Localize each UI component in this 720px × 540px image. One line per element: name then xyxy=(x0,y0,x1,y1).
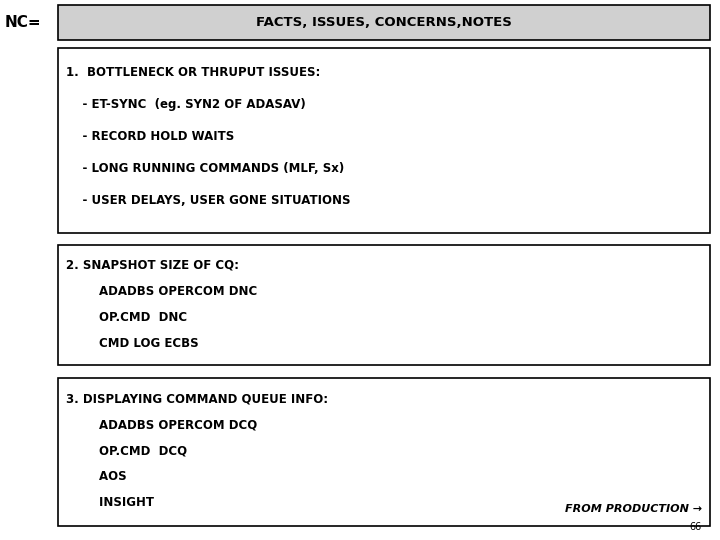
Text: FACTS, ISSUES, CONCERNS,NOTES: FACTS, ISSUES, CONCERNS,NOTES xyxy=(256,16,512,29)
Bar xyxy=(58,378,710,526)
Text: FROM PRODUCTION →: FROM PRODUCTION → xyxy=(565,504,702,514)
Text: - LONG RUNNING COMMANDS (MLF, Sx): - LONG RUNNING COMMANDS (MLF, Sx) xyxy=(66,162,344,175)
Text: NC=: NC= xyxy=(5,15,42,30)
Text: AOS: AOS xyxy=(66,470,127,483)
Bar xyxy=(58,5,710,40)
Text: - RECORD HOLD WAITS: - RECORD HOLD WAITS xyxy=(66,130,234,143)
Text: - USER DELAYS, USER GONE SITUATIONS: - USER DELAYS, USER GONE SITUATIONS xyxy=(66,194,351,207)
Text: - ET-SYNC  (eg. SYN2 OF ADASAV): - ET-SYNC (eg. SYN2 OF ADASAV) xyxy=(66,98,306,111)
Text: OP.CMD  DNC: OP.CMD DNC xyxy=(66,311,187,324)
Text: ADADBS OPERCOM DCQ: ADADBS OPERCOM DCQ xyxy=(66,418,257,431)
Text: OP.CMD  DCQ: OP.CMD DCQ xyxy=(66,444,187,457)
Text: ADADBS OPERCOM DNC: ADADBS OPERCOM DNC xyxy=(66,285,257,298)
Text: CMD LOG ECBS: CMD LOG ECBS xyxy=(66,337,199,350)
Text: INSIGHT: INSIGHT xyxy=(66,496,154,509)
Bar xyxy=(58,48,710,233)
Text: 3. DISPLAYING COMMAND QUEUE INFO:: 3. DISPLAYING COMMAND QUEUE INFO: xyxy=(66,392,328,405)
Bar xyxy=(58,245,710,365)
Text: 66: 66 xyxy=(690,522,702,532)
Text: 1.  BOTTLENECK OR THRUPUT ISSUES:: 1. BOTTLENECK OR THRUPUT ISSUES: xyxy=(66,66,320,79)
Text: 2. SNAPSHOT SIZE OF CQ:: 2. SNAPSHOT SIZE OF CQ: xyxy=(66,259,239,272)
